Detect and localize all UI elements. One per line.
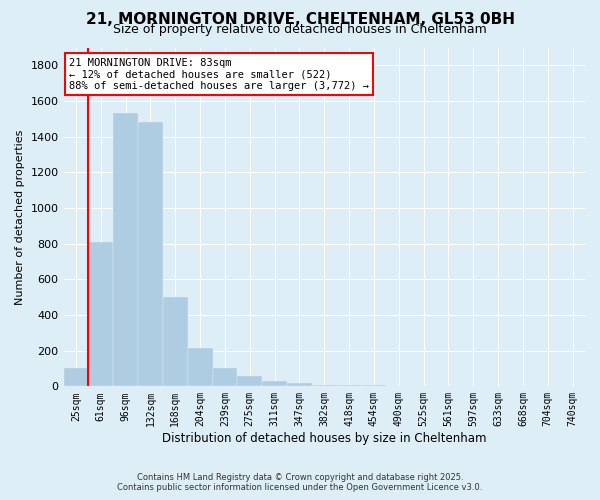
Y-axis label: Number of detached properties: Number of detached properties [15,129,25,304]
Text: Size of property relative to detached houses in Cheltenham: Size of property relative to detached ho… [113,22,487,36]
Bar [337,385,362,386]
Bar [262,381,287,386]
Bar [163,297,188,386]
Bar [287,383,312,386]
Bar [188,348,212,387]
Bar [64,368,88,386]
Text: 21, MORNINGTON DRIVE, CHELTENHAM, GL53 0BH: 21, MORNINGTON DRIVE, CHELTENHAM, GL53 0… [86,12,515,28]
Bar [238,376,262,386]
Text: Contains HM Land Registry data © Crown copyright and database right 2025.
Contai: Contains HM Land Registry data © Crown c… [118,473,482,492]
Bar [312,384,337,386]
Bar [88,242,113,386]
Bar [212,368,238,386]
X-axis label: Distribution of detached houses by size in Cheltenham: Distribution of detached houses by size … [162,432,487,445]
Bar [113,114,138,386]
Text: 21 MORNINGTON DRIVE: 83sqm
← 12% of detached houses are smaller (522)
88% of sem: 21 MORNINGTON DRIVE: 83sqm ← 12% of deta… [69,58,369,91]
Bar [138,122,163,386]
